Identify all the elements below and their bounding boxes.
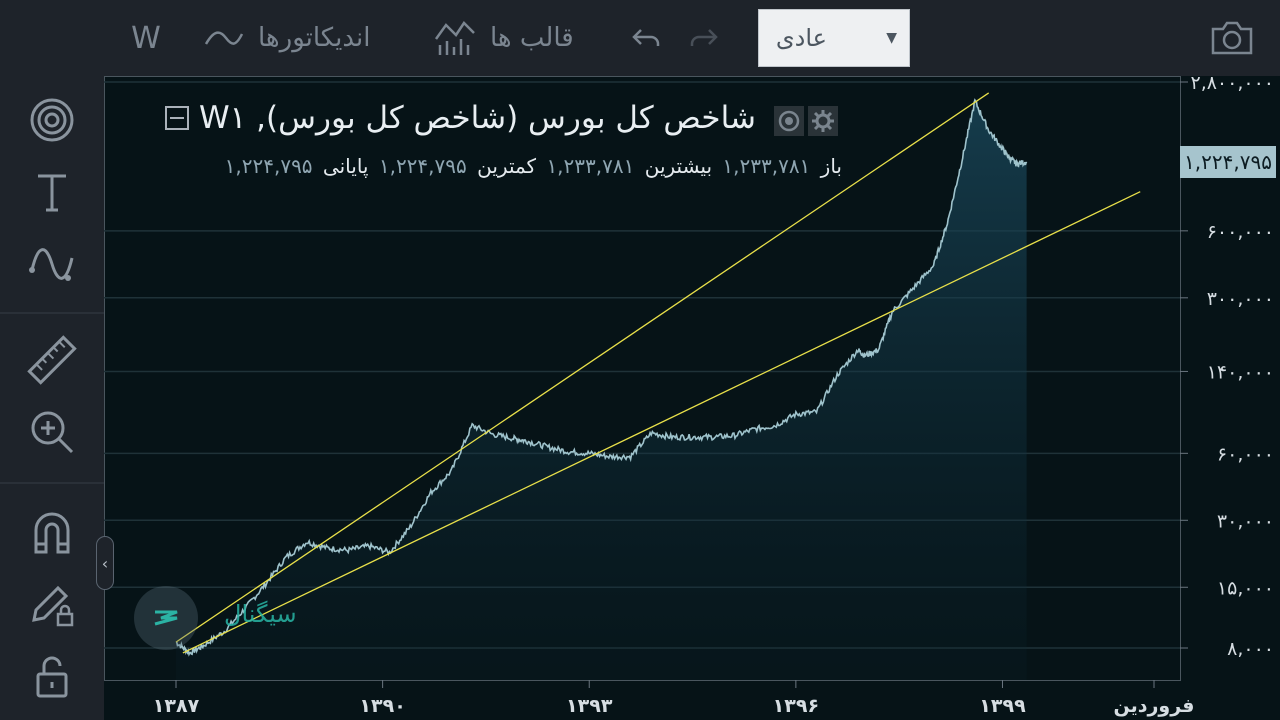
magnet-icon[interactable] <box>22 502 82 562</box>
unlock-icon[interactable] <box>22 646 82 706</box>
low-value: ۱,۲۲۴,۷۹۵ <box>378 154 467 178</box>
chart-type-select[interactable]: عادی ▼ <box>758 9 910 67</box>
series-line[interactable] <box>175 98 1028 657</box>
x-tick-label: ۱۳۹۶ <box>773 695 819 717</box>
zoom-in-icon[interactable] <box>22 402 82 462</box>
y-tick-label: ۲,۸۰۰,۰۰۰ <box>1190 76 1274 94</box>
templates-icon <box>434 19 476 57</box>
chart-area[interactable]: ۸,۰۰۰ ۱۵,۰۰۰ ۳۰,۰۰۰ ۶۰,۰۰۰ ۱۴۰,۰۰۰ ۳۰۰,۰۰۰ ۶۰۰… <box>104 76 1280 720</box>
y-tick-label: ۶۰,۰۰۰ <box>1217 443 1274 465</box>
open-label: باز <box>820 154 842 178</box>
watermark-text: سیگنال <box>224 600 297 628</box>
undo-button[interactable] <box>626 10 666 66</box>
low-label: کمترین <box>477 154 537 178</box>
pencil-lock-icon[interactable] <box>22 574 82 634</box>
legend-title-row: Wشاخص کل بورس (شاخص کل بورس), ۱ <box>116 98 756 138</box>
camera-icon <box>1210 20 1254 56</box>
ruler-icon[interactable] <box>22 330 82 390</box>
trend-line[interactable] <box>182 191 1141 654</box>
y-tick-label: ۱۴۰,۰۰۰ <box>1207 361 1274 383</box>
chart-type-value: عادی <box>775 24 827 52</box>
undo-icon <box>631 26 661 50</box>
symbol-title: Wشاخص کل بورس (شاخص کل بورس), ۱ <box>199 100 756 136</box>
redo-button[interactable] <box>684 10 724 66</box>
redo-icon <box>689 26 719 50</box>
templates-label: قالب ها <box>490 23 574 53</box>
y-tick-label: ۳۰۰,۰۰۰ <box>1207 288 1274 310</box>
open-value: ۱,۲۳۳,۷۸۱ <box>722 154 811 178</box>
brush-icon[interactable] <box>22 234 82 294</box>
toolbar-divider <box>0 312 104 314</box>
text-icon[interactable] <box>22 162 82 222</box>
toolbar-collapse-handle[interactable]: ‹ <box>96 536 114 590</box>
high-label: بیشترین <box>644 154 713 178</box>
trend-line[interactable] <box>175 92 990 643</box>
close-value: ۱,۲۲۴,۷۹۵ <box>224 154 313 178</box>
indicators-icon <box>204 26 244 50</box>
last-price-tag: ۱,۲۲۴,۷۹۵ <box>1180 146 1276 178</box>
x-tick-label: ۱۳۹۹ <box>979 695 1026 717</box>
y-tick-label: ۸,۰۰۰ <box>1227 638 1274 660</box>
fib-circle-icon[interactable] <box>22 90 82 150</box>
close-label: پایانی <box>322 154 369 178</box>
y-tick-label: ۶۰۰,۰۰۰ <box>1207 221 1274 243</box>
w-label: W <box>131 20 161 56</box>
y-tick-label: ۱۵,۰۰۰ <box>1217 577 1274 599</box>
legend-collapse-button[interactable] <box>165 106 190 130</box>
indicators-label: اندیکاتورها <box>258 23 371 53</box>
price-chart[interactable]: ۸,۰۰۰ ۱۵,۰۰۰ ۳۰,۰۰۰ ۶۰,۰۰۰ ۱۴۰,۰۰۰ ۳۰۰,۰۰۰ ۶۰۰… <box>104 76 1280 720</box>
high-value: ۱,۲۳۳,۷۸۱ <box>546 154 635 178</box>
x-tick-label: ۱۳۹۳ <box>566 695 613 717</box>
ohlc-values: باز ۱,۲۳۳,۷۸۱ بیشترین ۱,۲۳۳,۷۸۱ کمترین ۱… <box>114 154 844 184</box>
screenshot-button[interactable] <box>1206 10 1258 66</box>
toolbar-divider <box>0 482 104 484</box>
drawing-toolbar <box>0 0 104 720</box>
y-tick-label: ۳۰,۰۰۰ <box>1217 510 1274 532</box>
signal-logo-icon <box>134 586 198 650</box>
x-tick-label: ۱۳۹۰ <box>359 695 405 717</box>
chevron-down-icon: ▼ <box>886 30 897 46</box>
indicators-button[interactable]: اندیکاتورها <box>204 10 400 66</box>
x-tick-label: ۱۳۸۷ <box>153 695 200 717</box>
series-area <box>176 100 1027 680</box>
chevron-left-icon: ‹ <box>101 553 109 573</box>
eye-icon[interactable] <box>774 106 804 136</box>
templates-button[interactable]: قالب ها <box>434 10 594 66</box>
plot-frame <box>104 76 1181 681</box>
top-toolbar: W اندیکاتورها قالب ها عادی ▼ <box>0 0 1280 76</box>
x-tick-label: فروردین <box>1114 695 1195 717</box>
w-button[interactable]: W <box>128 10 164 66</box>
gear-icon[interactable] <box>808 106 838 136</box>
